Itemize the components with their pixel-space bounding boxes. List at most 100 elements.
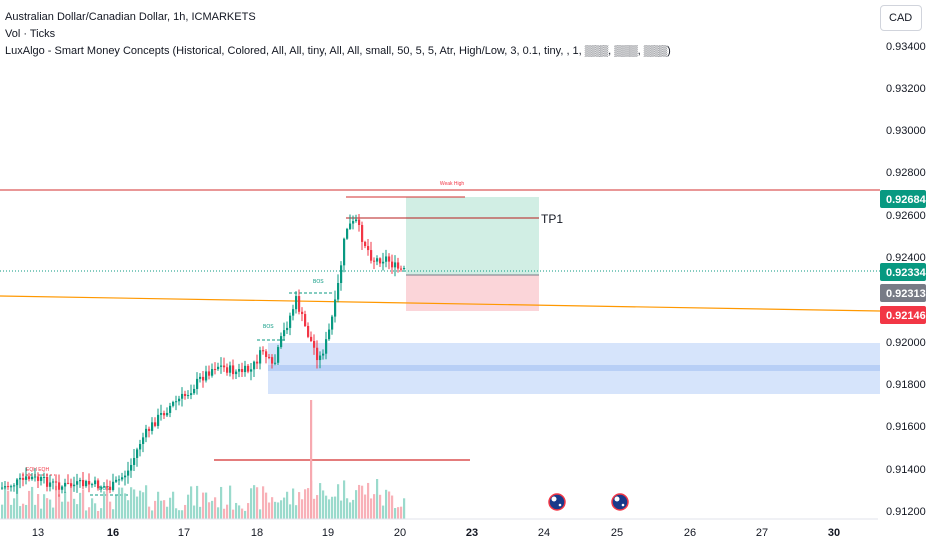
volume-bar: [181, 510, 184, 519]
volume-bar: [283, 497, 286, 519]
volume-bar: [184, 504, 187, 519]
australia-flag-icon[interactable]: [548, 493, 566, 511]
volume-indicator-title[interactable]: Vol · Ticks: [5, 28, 56, 40]
candle-body: [106, 486, 109, 488]
volume-bar: [52, 507, 55, 519]
price-tag: 0.92684: [880, 190, 927, 208]
volume-bar: [277, 502, 280, 519]
trend-line[interactable]: [0, 295, 881, 312]
volume-bar: [340, 500, 343, 519]
candle-body: [289, 315, 292, 328]
volume-bar: [382, 505, 385, 519]
candle-body: [298, 296, 301, 312]
candle-body: [31, 476, 34, 480]
candle-body: [265, 351, 268, 357]
price-axis-label: 0.92400: [886, 252, 926, 264]
price-axis-label: 0.93200: [886, 83, 926, 95]
time-axis[interactable]: 13 16 17 18 19 20 23 24 25 26 27 30: [32, 527, 840, 539]
volume-bar: [133, 489, 136, 519]
candle-body: [121, 477, 124, 480]
volume-bar: [352, 499, 355, 519]
eqh-label: EQH EQH: [26, 467, 49, 473]
volume-bar: [22, 503, 25, 519]
price-tag-label: 0.92334: [886, 267, 927, 279]
candle-body: [190, 393, 193, 396]
volume-bar: [367, 482, 370, 519]
volume-bar: [61, 501, 64, 519]
volume-bar: [172, 491, 175, 519]
price-axis-label: 0.91200: [886, 506, 926, 518]
candle-body: [196, 378, 199, 389]
candle-body: [256, 361, 259, 364]
symbol-title[interactable]: Australian Dollar/Canadian Dollar, 1h, I…: [5, 11, 256, 23]
candle-body: [130, 464, 133, 471]
volume-bar: [322, 490, 325, 519]
candle-body: [55, 481, 58, 483]
target-zone[interactable]: [406, 197, 539, 275]
volume-bar: [271, 497, 274, 519]
stop-zone[interactable]: [406, 275, 539, 311]
time-axis-label: 27: [756, 527, 768, 539]
candle-body: [178, 398, 181, 402]
volume-bar: [160, 500, 163, 519]
volume-bar: [292, 488, 295, 519]
price-axis-label: 0.93400: [886, 41, 926, 53]
candle-body: [151, 422, 154, 431]
volume-bar: [391, 495, 394, 519]
volume-bar: [190, 486, 193, 519]
volume-bar: [97, 510, 100, 519]
australia-flag-icon[interactable]: [611, 493, 629, 511]
volume-bar: [358, 484, 361, 519]
volume-bar: [1, 504, 4, 519]
volume-bar: [241, 508, 244, 519]
volume-bar: [34, 504, 37, 519]
time-axis-label: 18: [251, 527, 263, 539]
candle-body: [52, 481, 55, 483]
candle-body: [220, 365, 223, 367]
candle-body: [319, 355, 322, 361]
volume-bar: [349, 502, 352, 519]
candle-body: [211, 369, 214, 376]
candle-body: [214, 369, 217, 371]
candle-body: [355, 219, 358, 222]
candle-body: [124, 475, 127, 478]
candle-body: [370, 250, 373, 261]
volume-bar: [346, 498, 349, 519]
candle-body: [403, 268, 406, 270]
candle-body: [394, 262, 397, 268]
volume-bar: [319, 483, 322, 519]
volume-bar: [94, 503, 97, 519]
volume-bar: [265, 492, 268, 519]
candle-body: [34, 476, 37, 478]
smc-indicator-title[interactable]: LuxAlgo - Smart Money Concepts (Historic…: [5, 45, 671, 57]
candle-body: [148, 428, 151, 431]
candle-body: [79, 479, 82, 482]
currency-button[interactable]: CAD: [880, 5, 922, 31]
candle-body: [40, 477, 43, 481]
price-axis[interactable]: 0.93400 0.93200 0.93000 0.92800 0.92600 0.924…: [886, 41, 926, 518]
candle-body: [118, 479, 121, 481]
volume-bar: [7, 490, 10, 519]
candle-body: [142, 437, 145, 445]
candle-body: [7, 486, 10, 488]
candle-body: [70, 483, 73, 487]
candle-body: [301, 311, 304, 315]
candlesticks[interactable]: [1, 214, 406, 497]
volume-bar: [169, 497, 172, 519]
volume-bar: [304, 489, 307, 519]
candle-body: [286, 327, 289, 331]
candle-body: [367, 246, 370, 251]
candle-body: [283, 330, 286, 337]
volume-bar: [262, 486, 265, 519]
volume-bar: [211, 500, 214, 519]
volume-bar: [136, 496, 139, 519]
candle-body: [322, 353, 325, 356]
candle-body: [127, 470, 130, 476]
candle-body: [250, 369, 253, 372]
volume-bar: [259, 509, 262, 519]
candle-body: [397, 262, 400, 269]
volume-bar: [316, 495, 319, 519]
volume-bar: [139, 490, 142, 519]
volume-bar: [235, 502, 238, 519]
